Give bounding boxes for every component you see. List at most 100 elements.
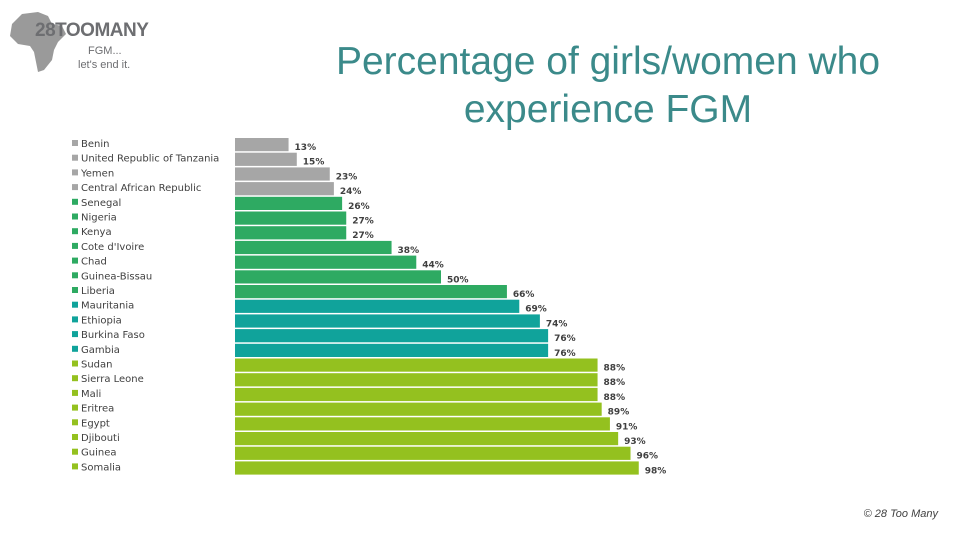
data-label: 24% <box>340 187 362 197</box>
legend-marker <box>72 301 78 308</box>
legend-marker <box>72 228 78 235</box>
legend-label: Djibouti <box>81 433 120 444</box>
legend-label: Nigeria <box>81 213 117 224</box>
data-label: 88% <box>604 378 626 388</box>
legend-label: Ethiopia <box>81 315 122 326</box>
bar <box>235 285 507 299</box>
legend-label: Mali <box>81 389 101 400</box>
bar <box>235 211 347 225</box>
bar <box>235 461 639 475</box>
legend-label: Cote d'Ivoire <box>81 242 144 253</box>
legend-marker <box>72 419 78 426</box>
legend-marker <box>72 448 78 455</box>
legend-label: Benin <box>81 139 109 150</box>
legend-label: Kenya <box>81 227 112 238</box>
data-label: 38% <box>398 246 420 256</box>
bar <box>235 240 392 255</box>
bar <box>235 152 297 166</box>
legend-label: United Republic of Tanzania <box>81 154 219 165</box>
bar <box>235 138 289 152</box>
legend-label: Guinea <box>81 448 116 459</box>
data-label: 66% <box>513 290 535 300</box>
data-label: 96% <box>637 452 659 462</box>
legend-label: Central African Republic <box>81 183 201 194</box>
legend-marker <box>72 389 78 396</box>
data-label: 76% <box>554 334 576 344</box>
data-label: 76% <box>554 349 576 359</box>
legend-label: Sierra Leone <box>81 374 144 385</box>
logo: 28TOOMANY FGM... let's end it. <box>8 8 168 74</box>
legend-marker <box>72 375 78 382</box>
bar-chart: Benin 13% United Republic of Tanzania 15% Ye… <box>72 138 667 476</box>
legend-marker <box>72 169 78 176</box>
data-label: 13% <box>295 143 317 153</box>
bar <box>235 432 619 446</box>
data-label: 50% <box>447 275 469 285</box>
legend-marker <box>72 316 78 323</box>
chart-title: Percentage of girls/women who experience… <box>335 40 881 131</box>
legend-label: Senegal <box>81 198 121 209</box>
data-label: 91% <box>616 422 638 432</box>
bar <box>235 387 598 402</box>
data-label: 98% <box>645 466 667 476</box>
data-label: 88% <box>604 364 626 374</box>
bar <box>235 196 343 210</box>
logo-brand: 28TOOMANY <box>35 20 149 41</box>
legend-marker <box>72 213 78 220</box>
legend-label: Sudan <box>81 360 113 371</box>
legend-marker <box>72 434 78 440</box>
legend-label: Egypt <box>81 418 110 429</box>
legend-marker <box>72 140 78 146</box>
logo-tagline-1: FGM... <box>88 45 122 57</box>
legend-label: Liberia <box>81 286 115 297</box>
legend-marker <box>72 272 78 279</box>
legend-marker <box>72 345 78 352</box>
bar <box>235 417 610 431</box>
legend-marker <box>72 257 78 264</box>
legend-label: Eritrea <box>81 404 114 415</box>
bar <box>235 226 347 240</box>
legend-marker <box>72 287 78 293</box>
bar <box>235 446 631 460</box>
data-label: 15% <box>303 158 325 168</box>
data-label: 27% <box>352 231 374 241</box>
legend-marker <box>72 154 78 161</box>
legend-marker <box>72 242 78 249</box>
legend-marker <box>72 404 78 411</box>
bar <box>235 373 598 387</box>
bar <box>235 182 334 196</box>
legend-label: Gambia <box>81 345 120 356</box>
legend-label: Chad <box>81 257 107 268</box>
data-label: 27% <box>352 217 374 227</box>
bar <box>235 255 417 269</box>
bar <box>235 402 602 416</box>
bar <box>235 167 330 181</box>
legend-label: Yemen <box>80 168 114 179</box>
legend-label: Burkina Faso <box>81 330 145 341</box>
bar <box>235 358 598 372</box>
data-label: 26% <box>348 202 370 212</box>
copyright-text: © 28 Too Many <box>863 508 938 520</box>
data-label: 74% <box>546 319 568 329</box>
legend-marker <box>72 198 78 205</box>
bar <box>235 314 540 328</box>
data-label: 69% <box>525 305 547 315</box>
data-label: 89% <box>608 408 630 418</box>
chart-area: Benin 13% United Republic of Tanzania 15% Ye… <box>60 134 700 484</box>
bar <box>235 329 549 343</box>
logo-tagline-2: let's end it. <box>78 59 131 71</box>
legend-marker <box>72 463 78 470</box>
legend-marker <box>72 360 78 367</box>
legend-label: Somalia <box>81 462 121 473</box>
data-label: 88% <box>604 393 626 403</box>
bar <box>235 270 441 284</box>
bar <box>235 343 549 357</box>
legend-marker <box>72 184 78 191</box>
legend-label: Mauritania <box>81 301 134 312</box>
legend-label: Guinea-Bissau <box>81 271 152 282</box>
data-label: 44% <box>422 261 444 271</box>
africa-map-icon <box>10 12 66 72</box>
legend-marker <box>72 331 78 338</box>
data-label: 93% <box>624 437 646 447</box>
data-label: 23% <box>336 172 358 182</box>
